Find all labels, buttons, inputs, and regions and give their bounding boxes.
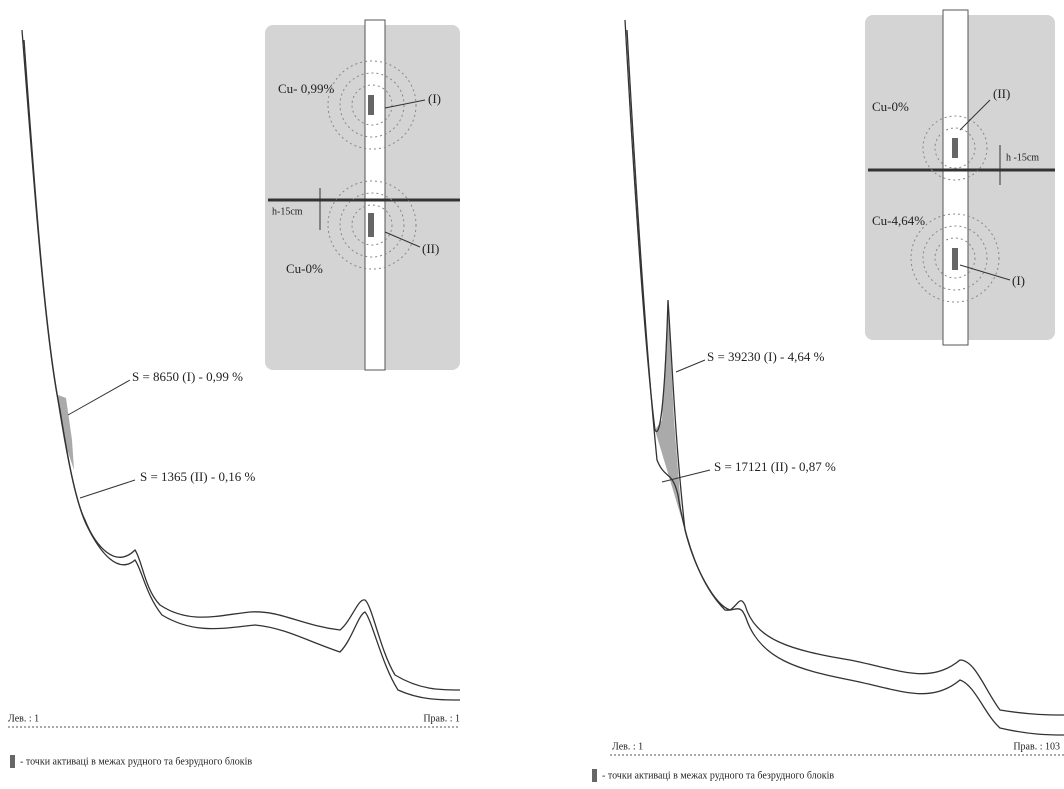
point-label: (II) bbox=[993, 86, 1010, 101]
legend-text: - точки активаці в межах рудного та безр… bbox=[20, 756, 252, 767]
area-annotation: S = 39230 (I) - 4,64 % bbox=[707, 349, 825, 364]
leader bbox=[80, 480, 135, 498]
borehole bbox=[943, 10, 968, 345]
axis-label: Прав. : 103 bbox=[1013, 741, 1060, 752]
figure: Cu- 0,99% (I) h-15cm (II) Cu-0% S = 8650… bbox=[0, 0, 1064, 789]
probe bbox=[368, 95, 374, 115]
grade-label: Cu-4,64% bbox=[872, 213, 925, 228]
area-annotation: S = 1365 (II) - 0,16 % bbox=[140, 469, 255, 484]
peak-area bbox=[655, 300, 682, 520]
point-label: (I) bbox=[1012, 273, 1025, 288]
grade-label: Cu- 0,99% bbox=[278, 81, 335, 96]
leader bbox=[676, 360, 705, 372]
sample-block bbox=[265, 25, 460, 370]
legend-icon bbox=[10, 755, 15, 768]
probe bbox=[368, 213, 374, 237]
depth-label: h-15cm bbox=[272, 206, 303, 217]
legend-icon bbox=[592, 769, 597, 782]
point-label: (I) bbox=[428, 91, 441, 106]
depth-label: h -15cm bbox=[1006, 152, 1039, 163]
axis-label: Лев. : 1 bbox=[8, 713, 39, 724]
grade-label: Cu-0% bbox=[872, 99, 909, 114]
leader bbox=[68, 380, 130, 415]
right-panel: Cu-0% (II) h -15cm Cu-4,64% (I) S = 3923… bbox=[592, 10, 1064, 782]
probe bbox=[952, 248, 958, 270]
axis-label: Прав. : 1 bbox=[423, 713, 460, 724]
point-label: (II) bbox=[422, 241, 439, 256]
grade-label: Cu-0% bbox=[286, 261, 323, 276]
axis-label: Лев. : 1 bbox=[612, 741, 643, 752]
area-annotation: S = 8650 (I) - 0,99 % bbox=[132, 369, 243, 384]
legend-text: - точки активаці в межах рудного та безр… bbox=[602, 770, 834, 781]
probe bbox=[952, 138, 958, 158]
area-annotation: S = 17121 (II) - 0,87 % bbox=[714, 459, 836, 474]
peak-area bbox=[58, 395, 74, 470]
left-panel: Cu- 0,99% (I) h-15cm (II) Cu-0% S = 8650… bbox=[8, 20, 460, 768]
